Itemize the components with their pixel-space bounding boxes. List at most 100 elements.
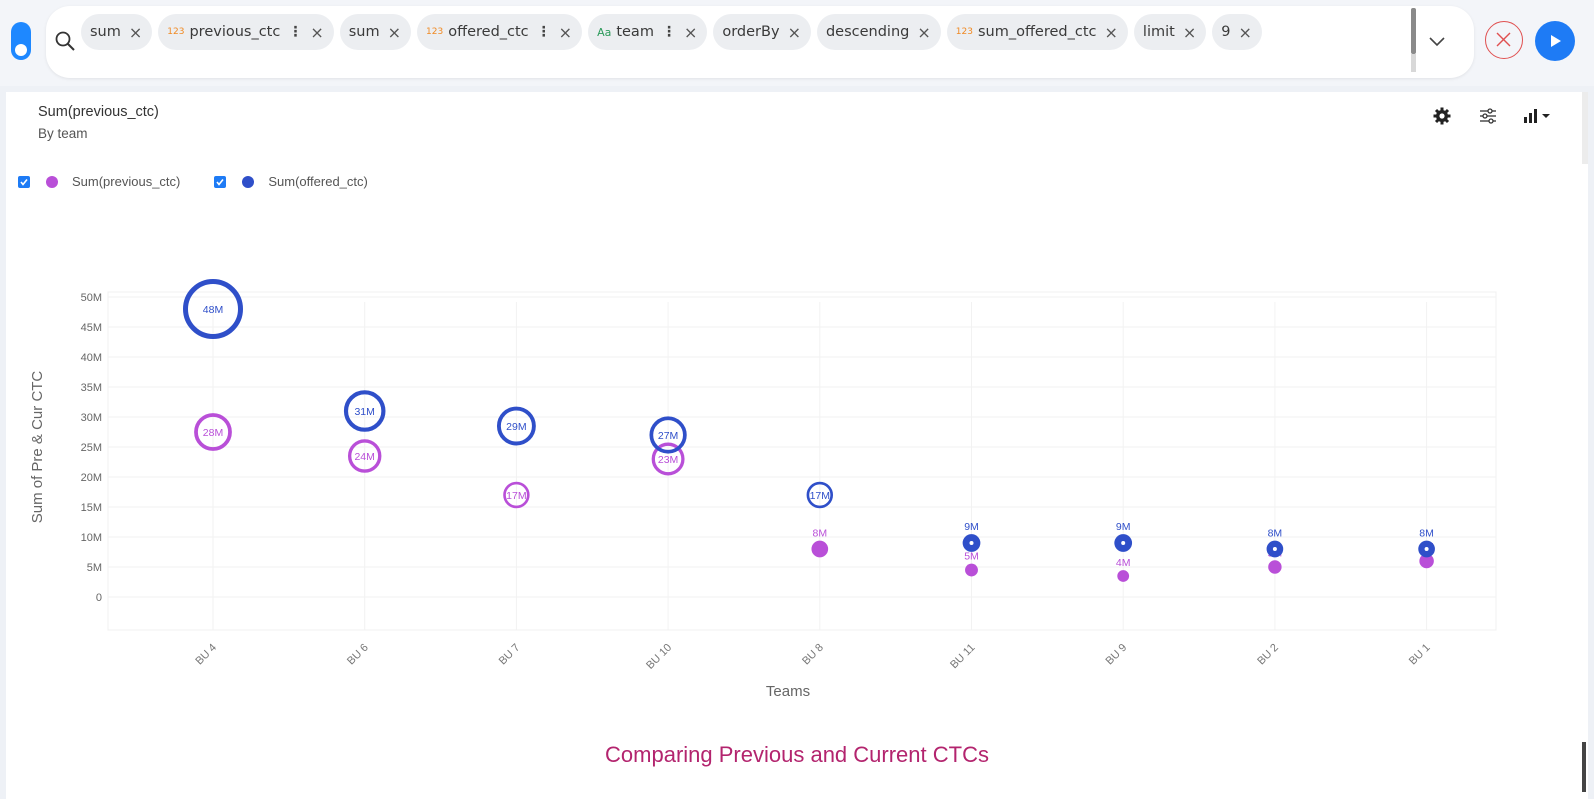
chip-label: sum [348,24,380,40]
x-tick-label: BU 2 [1255,642,1281,668]
clear-button[interactable] [1485,21,1523,59]
y-tick-label: 15M [81,502,102,514]
y-tick-label: 45M [81,322,102,334]
legend-dot-previous [46,175,58,188]
chart-type-icon[interactable] [1522,106,1554,126]
y-tick-label: 0 [96,592,102,604]
query-chip[interactable]: orderBy × [713,14,811,50]
x-axis-title: Teams [766,683,810,700]
bubble-chart: 0 5M 10M 15M 20M 25M 30M 35M 40M 45M 50M BU 4 BU 6 BU… [29,279,1497,700]
query-chip[interactable]: sum × [339,14,412,50]
y-tick-label: 40M [81,352,102,364]
remove-chip-icon[interactable]: × [917,22,931,42]
chart-subtitle: By team [38,126,88,141]
bubble-previous [651,442,685,476]
remove-chip-icon[interactable]: × [128,22,143,42]
query-chip[interactable]: sum × [81,14,153,50]
kebab-menu-icon[interactable]: ⋮ [536,24,551,40]
x-tick-label: BU 7 [497,642,523,668]
query-chip[interactable]: 9 × [1212,14,1262,50]
remove-chip-icon[interactable]: × [310,22,324,42]
bubble-offered [649,416,687,454]
remove-chip-icon[interactable]: × [787,22,801,42]
chip-label: descending [825,24,910,40]
query-chip[interactable]: descending × [816,14,941,50]
plot-area [107,291,1497,631]
remove-chip-icon[interactable]: × [387,22,402,42]
data-label: 8M [1268,528,1283,540]
data-label: 9M [1116,521,1131,533]
query-chip[interactable]: 123 sum_offered_ctc × [946,14,1128,50]
chart-title: Sum(previous_ctc) [38,104,159,120]
query-chip[interactable]: 123 offered_ctc ⋮ × [417,14,583,50]
legend-item-offered[interactable]: Sum(offered_ctc) [214,174,368,189]
bubble-offered [806,481,834,509]
y-tick-label: 10M [81,532,102,544]
remove-chip-icon[interactable]: × [1238,22,1252,42]
x-tick-label: BU 11 [948,642,978,672]
legend-label-previous: Sum(previous_ctc) [72,174,181,189]
data-label: 27M [658,430,678,442]
number-type-icon: 123 [426,27,444,37]
bubble-center [969,541,974,545]
data-label: 31M [354,406,374,418]
card-scrollbar-track[interactable] [1582,92,1588,164]
bubble-previous [503,481,530,509]
run-button[interactable] [1535,21,1575,61]
data-label: 23M [658,454,678,466]
close-icon [1496,32,1511,47]
query-input[interactable]: sum × 123 previous_ctc ⋮ × sum × 123 offered_ctc ⋮… [46,6,1474,78]
data-label: 9M [964,521,979,533]
mode-toggle[interactable] [11,22,31,60]
card-scrollbar-thumb[interactable] [1582,742,1586,792]
filter-sliders-icon[interactable] [1478,106,1498,126]
query-scroll-track [1411,54,1416,72]
data-label: 24M [354,451,374,463]
y-tick-label: 35M [81,382,102,394]
query-chip[interactable]: limit × [1133,14,1207,50]
chip-label: limit [1142,24,1175,40]
bubble-previous [965,563,978,577]
chip-label: team [616,24,654,40]
y-tick-label: 50M [81,292,102,304]
y-tick-label: 25M [81,442,102,454]
remove-chip-icon[interactable]: × [1104,22,1118,42]
data-label: 29M [506,421,526,433]
query-chip[interactable]: 123 previous_ctc ⋮ × [158,14,334,50]
remove-chip-icon[interactable]: × [558,22,573,42]
legend-item-previous[interactable]: Sum(previous_ctc) [18,174,180,189]
query-chip[interactable]: Aa team ⋮ × [588,14,708,50]
data-label: 17M [810,490,830,502]
kebab-menu-icon[interactable]: ⋮ [288,24,303,40]
data-label: 48M [203,304,223,316]
bubble-previous [1268,560,1282,574]
chip-label: orderBy [722,24,780,40]
legend-dot-offered [242,175,255,188]
toggle-knob [15,44,27,56]
chevron-down-icon[interactable] [1424,28,1450,54]
chip-label: offered_ctc [448,24,529,40]
chip-label: 9 [1221,24,1231,40]
legend-label-offered: Sum(offered_ctc) [268,174,368,189]
chart-card: Sum(previous_ctc) By team Sum(previous_c… [6,92,1588,799]
checkbox-offered[interactable] [214,175,227,188]
data-label: 28M [203,427,223,439]
chip-label: previous_ctc [189,24,281,40]
bubble-previous [811,540,829,558]
gear-icon[interactable] [1432,106,1452,126]
play-icon [1551,35,1561,47]
bubble-offered [343,390,386,432]
data-label: 4M [1116,557,1131,569]
kebab-menu-icon[interactable]: ⋮ [661,24,676,40]
y-tick-label: 20M [81,472,102,484]
x-tick-label: BU 9 [1104,642,1130,668]
y-tick-label: 5M [87,562,102,574]
chart-caption: Comparing Previous and Current CTCs [605,742,989,767]
remove-chip-icon[interactable]: × [1182,22,1197,42]
query-scrollbar[interactable] [1411,8,1416,54]
bubble-center [1424,547,1429,551]
remove-chip-icon[interactable]: × [683,22,698,42]
y-tick-label: 30M [81,412,102,424]
checkbox-previous[interactable] [18,175,30,188]
bubble-previous [1117,570,1130,582]
